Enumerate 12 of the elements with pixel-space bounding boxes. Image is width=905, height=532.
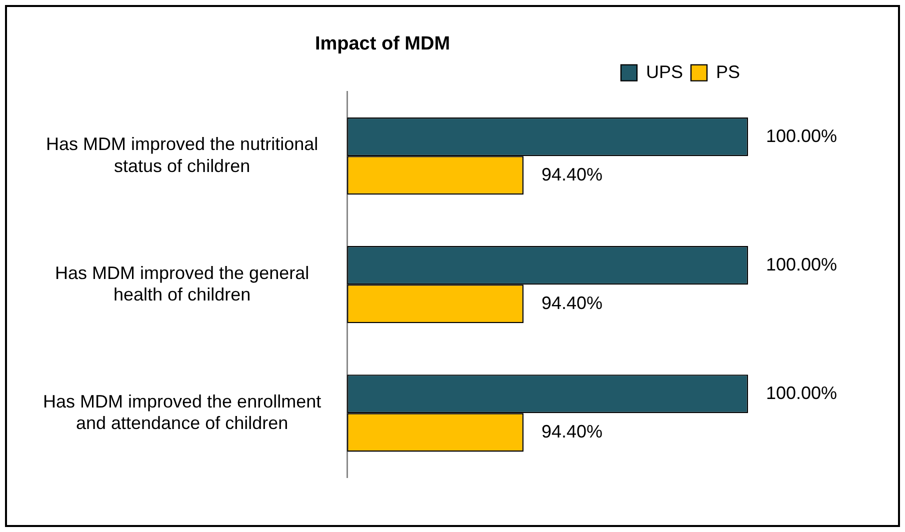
data-label: 100.00% (766, 382, 838, 403)
data-label: 100.00% (766, 254, 838, 274)
y-tick-label: Has MDM improved the enrollment and attendance of children (42, 391, 322, 433)
y-tick-label: Has MDM improved the general health of children (54, 262, 310, 304)
data-label: 94.40% (541, 164, 603, 184)
legend-label: UPS (646, 62, 683, 82)
chart-title: Impact of MDM (314, 34, 450, 55)
y-tick-label: Has MDM improved the nutritional status of children (46, 134, 318, 176)
legend-label: PS (716, 62, 740, 82)
data-label: 94.40% (541, 421, 603, 442)
data-label: 94.40% (541, 292, 603, 313)
data-label: 100.00% (766, 126, 838, 146)
